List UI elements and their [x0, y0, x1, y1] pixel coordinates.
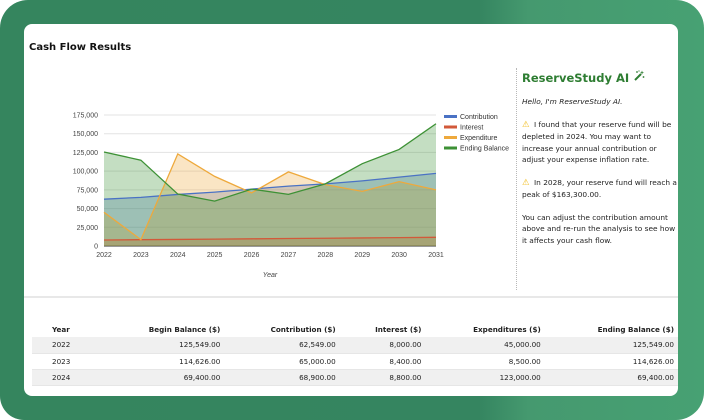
- legend-swatch: [444, 146, 457, 150]
- y-tick-label: 150,000: [73, 131, 98, 138]
- ai-message-depletion-text: I found that your reserve fund will be d…: [522, 119, 672, 165]
- column-header-year[interactable]: Year: [52, 325, 70, 334]
- y-tick-label: 175,000: [73, 113, 98, 120]
- cell-ending-balance: 125,549.00: [544, 337, 678, 354]
- column-header-interest[interactable]: Interest ($): [375, 325, 422, 334]
- y-tick-label: 25,000: [77, 225, 99, 232]
- table-row: 2022 125,549.00 62,549.00 8,000.00 45,00…: [32, 337, 678, 354]
- warning-icon: ⚠: [522, 177, 530, 188]
- ai-message-peak-text: In 2028, your reserve fund will reach a …: [522, 177, 677, 200]
- ai-message-adjust: You can adjust the contribution amount a…: [522, 212, 676, 245]
- line-interest: [103, 236, 437, 241]
- column-header-begin-balance[interactable]: Begin Balance ($): [148, 325, 221, 334]
- chart-svg: 0 25,000 50,000 75,000 100,000 125,000 150,000…: [73, 113, 509, 280]
- cash-flow-table: Year Begin Balance ($) Contribution ($) …: [32, 322, 678, 386]
- cell-begin-balance: 69,400.00: [98, 369, 225, 386]
- table-header-row: Year Begin Balance ($) Contribution ($) …: [32, 322, 678, 337]
- table-row: 2024 69,400.00 68,900.00 8,800.00 123,00…: [32, 369, 678, 386]
- cell-contribution: 68,900.00: [224, 369, 340, 386]
- cell-interest: 8,000.00: [339, 337, 426, 354]
- cell-expenditures: 45,000.00: [425, 337, 545, 354]
- x-tick-label: 2024: [170, 252, 186, 259]
- ai-message-peak: ⚠ In 2028, your reserve fund will reach …: [522, 177, 678, 201]
- y-tick-label: 0: [94, 244, 98, 251]
- cell-year: 2023: [32, 353, 99, 370]
- ai-message-depletion: ⚠ I found that your reserve fund will be…: [522, 119, 678, 166]
- column-header-contribution[interactable]: Contribution ($): [270, 325, 336, 334]
- legend-swatch: [444, 125, 457, 129]
- area-expenditure: [104, 153, 436, 246]
- cell-expenditures: 8,500.00: [425, 353, 545, 370]
- magic-wand-icon: [633, 70, 645, 85]
- x-tick-label: 2027: [281, 252, 297, 259]
- area-contribution: [104, 173, 436, 246]
- x-tick-label: 2029: [354, 252, 370, 259]
- legend-label: Expenditure: [460, 135, 497, 142]
- x-axis-label: Year: [263, 272, 278, 279]
- x-tick-label: 2025: [207, 252, 223, 259]
- results-card: Cash Flow Results 0 25,000 50,000 75,000 100…: [24, 24, 678, 396]
- ai-panel: ReserveStudy AI Hello, I'm ReserveStudy …: [516, 68, 678, 290]
- ai-messages: Hello, I'm ReserveStudy AI. ⚠ I found th…: [522, 96, 678, 246]
- column-header-ending-balance[interactable]: Ending Balance ($): [597, 325, 674, 334]
- cell-expenditures: 123,000.00: [425, 369, 545, 386]
- x-tick-label: 2022: [96, 252, 112, 259]
- cell-contribution: 65,000.00: [224, 353, 340, 370]
- cell-ending-balance: 69,400.00: [544, 369, 678, 386]
- cell-interest: 8,800.00: [339, 369, 426, 386]
- y-tick-label: 75,000: [77, 187, 99, 194]
- legend-swatch: [444, 136, 457, 139]
- ai-panel-title-text: ReserveStudy AI: [522, 70, 630, 85]
- area-ending-balance: [104, 123, 436, 246]
- ai-panel-title: ReserveStudy AI: [522, 70, 678, 85]
- ai-greeting: Hello, I'm ReserveStudy AI.: [522, 97, 623, 106]
- cell-interest: 8,400.00: [339, 353, 426, 370]
- x-tick-label: 2023: [133, 252, 149, 259]
- section-divider: [24, 296, 678, 298]
- cell-ending-balance: 114,626.00: [544, 353, 678, 370]
- legend-label: Ending Balance: [460, 146, 509, 153]
- line-expenditure: [103, 152, 437, 241]
- warning-icon: ⚠: [522, 119, 530, 130]
- x-tick-label: 2028: [318, 252, 334, 259]
- line-ending-balance: [103, 123, 437, 202]
- page-title: Cash Flow Results: [29, 42, 132, 53]
- cell-year: 2024: [32, 369, 99, 386]
- x-tick-label: 2026: [244, 252, 260, 259]
- x-tick-label: 2031: [428, 252, 444, 259]
- y-tick-label: 50,000: [77, 206, 99, 213]
- x-tick-label: 2030: [391, 252, 407, 259]
- cell-begin-balance: 114,626.00: [98, 353, 225, 370]
- cell-contribution: 62,549.00: [224, 337, 340, 354]
- cash-flow-chart: 0 25,000 50,000 75,000 100,000 125,000 150,000…: [24, 84, 514, 284]
- y-tick-label: 100,000: [73, 169, 98, 176]
- legend-swatch: [444, 115, 457, 118]
- table-row: 2023 114,626.00 65,000.00 8,400.00 8,500…: [32, 353, 678, 370]
- column-header-expenditures[interactable]: Expenditures ($): [473, 325, 541, 334]
- cell-begin-balance: 125,549.00: [98, 337, 225, 354]
- legend-label: Interest: [460, 125, 483, 132]
- cell-year: 2022: [32, 337, 99, 354]
- y-tick-label: 125,000: [73, 150, 98, 157]
- legend-label: Contribution: [460, 114, 498, 121]
